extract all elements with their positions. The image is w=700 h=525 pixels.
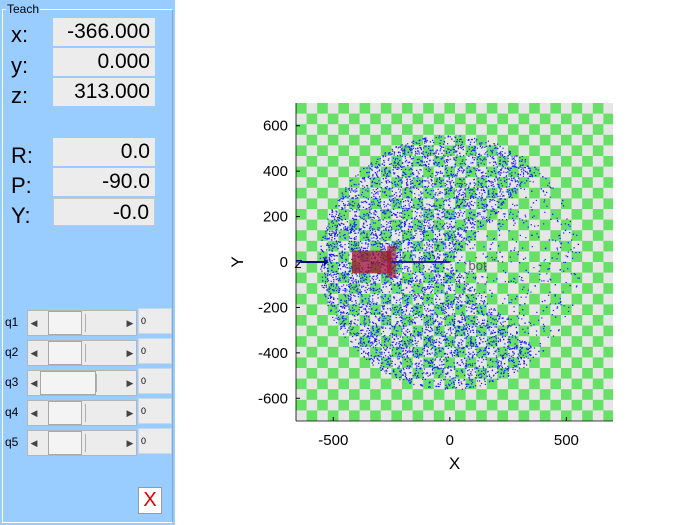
plot-axes: -500 0 500 600 400 200 0 -200 -400 -600 X Y [228,103,613,473]
q1-value-field[interactable]: 0 [138,308,172,334]
y-tick-label: -400 [258,345,288,362]
y-tick-label: 600 [263,118,288,135]
robot-model: z bot [294,246,487,278]
q3-decrease-arrow-icon[interactable]: ◀ [30,378,38,388]
q3-increase-arrow-icon[interactable]: ▶ [126,378,134,388]
q5-decrease-arrow-icon[interactable]: ◀ [30,438,38,448]
q5-increase-arrow-icon[interactable]: ▶ [126,438,134,448]
q2-label: q2 [5,345,19,359]
x-axis-label: X [449,454,460,473]
x-tick-label: -500 [318,432,348,449]
q2-slider-thumb[interactable] [48,341,82,365]
pitch-label: P: [11,173,32,198]
tool-z-axis-label: z [294,255,303,272]
teach-panel: Teach x: -366.000 y: 0.000 z: 313.000 R:… [0,0,175,525]
x-tick-label: 0 [446,432,454,449]
y-tick-label: 400 [263,163,288,180]
z-value: 313.000 [53,78,155,106]
yaw-value: -0.0 [53,198,155,226]
q5-value-field[interactable]: 0 [138,428,172,454]
q2-slider-center-mark [85,344,86,362]
y-tick-label: 0 [280,254,288,271]
q3-slider-center-mark [96,374,97,392]
y-tick-label: -200 [258,299,288,316]
x-label: x: [11,22,29,47]
roll-value: 0.0 [53,138,155,166]
q4-slider-center-mark [85,404,86,422]
q1-slider-thumb[interactable] [48,311,82,335]
q4-value-field[interactable]: 0 [138,398,172,424]
robot-arm-link [351,250,392,274]
q3-value-field[interactable]: 0 [138,368,172,394]
workspace-point-cloud [319,135,581,390]
tool-z-axis-arrowhead-icon [323,258,329,266]
z-label: z: [11,83,29,108]
q5-label: q5 [5,435,19,449]
q4-slider[interactable]: ◀ ▶ [27,400,137,426]
q1-decrease-arrow-icon[interactable]: ◀ [30,318,38,328]
q3-slider[interactable]: ◀ ▶ [27,370,137,396]
pitch-value: -90.0 [53,168,155,196]
q5-slider-thumb[interactable] [48,431,82,455]
q1-label: q1 [5,315,19,329]
teach-groupbox [2,9,173,523]
y-value: 0.000 [53,48,155,76]
q3-label: q3 [5,375,19,389]
q1-slider-center-mark [85,314,86,332]
q2-value-field[interactable]: 0 [138,338,172,364]
q2-slider[interactable]: ◀ ▶ [27,340,137,366]
y-tick-label: -600 [258,390,288,407]
x-tick-label: 500 [554,432,579,449]
q1-increase-arrow-icon[interactable]: ▶ [126,318,134,328]
robot-name-label: bot [468,258,486,273]
q5-slider-center-mark [85,434,86,452]
close-button[interactable]: X [138,487,162,514]
q4-increase-arrow-icon[interactable]: ▶ [126,408,134,418]
y-tick-label: 200 [263,209,288,226]
teach-group-title: Teach [6,2,41,16]
q4-decrease-arrow-icon[interactable]: ◀ [30,408,38,418]
q1-slider[interactable]: ◀ ▶ [27,310,137,336]
yaw-label: Y: [11,203,31,228]
roll-label: R: [11,143,33,168]
q2-decrease-arrow-icon[interactable]: ◀ [30,348,38,358]
q4-slider-thumb[interactable] [48,401,82,425]
x-value: -366.000 [53,18,155,46]
q5-slider[interactable]: ◀ ▶ [27,430,137,456]
q2-increase-arrow-icon[interactable]: ▶ [126,348,134,358]
y-axis-label: Y [228,256,247,267]
q3-slider-thumb[interactable] [40,371,96,395]
q4-label: q4 [5,405,19,419]
y-label: y: [11,53,29,78]
